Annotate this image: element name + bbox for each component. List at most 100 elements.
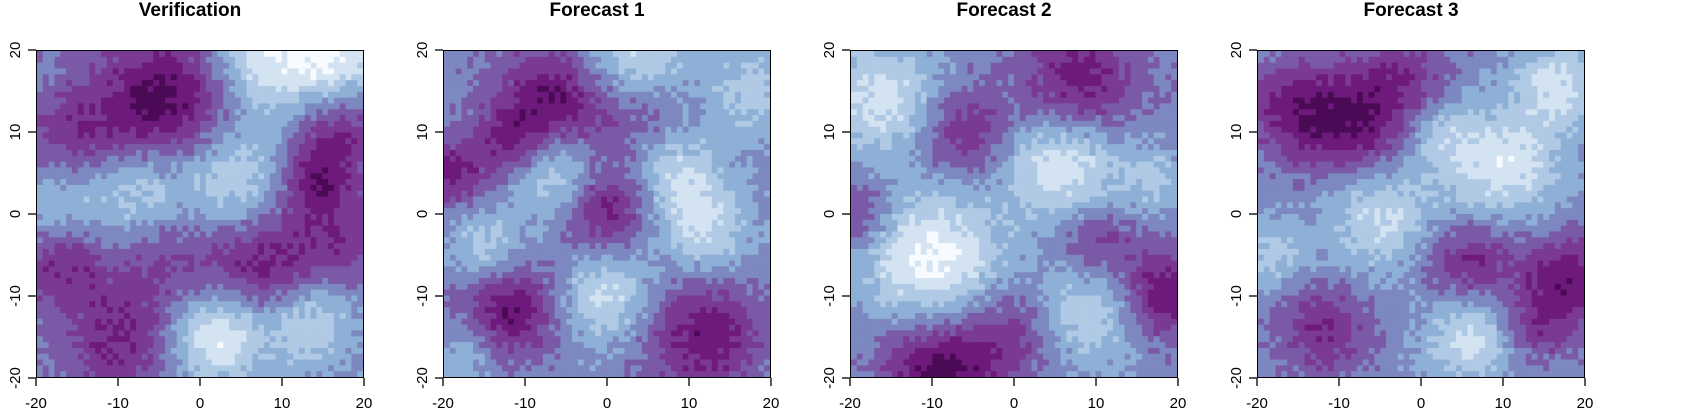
heatmap-cell xyxy=(630,243,637,250)
heatmap-cell xyxy=(200,353,207,361)
heatmap-cell xyxy=(182,347,189,355)
heatmap-cell xyxy=(542,190,550,198)
heatmap-cell xyxy=(200,324,207,332)
heatmap-cell xyxy=(537,353,544,361)
heatmap-cell xyxy=(77,138,85,145)
heatmap-cell xyxy=(572,144,579,151)
heatmap-cell xyxy=(223,231,230,238)
heatmap-cell xyxy=(246,289,253,297)
heatmap-cell xyxy=(328,202,335,209)
heatmap-cell xyxy=(484,74,492,81)
heatmap-cell xyxy=(537,336,544,343)
heatmap-cell xyxy=(531,260,538,267)
heatmap-cell xyxy=(577,359,585,366)
heatmap-cell xyxy=(54,179,61,186)
heatmap-cell xyxy=(601,347,608,355)
heatmap-cell xyxy=(130,51,137,58)
heatmap-cell xyxy=(513,283,521,291)
heatmap-cell xyxy=(525,80,532,87)
heatmap-cell xyxy=(60,214,67,221)
heatmap-cell xyxy=(357,231,363,238)
heatmap-cell xyxy=(473,254,480,262)
heatmap-cell xyxy=(95,109,102,116)
heatmap-cell xyxy=(106,74,114,81)
heatmap-cell xyxy=(229,155,236,163)
heatmap-cell xyxy=(566,365,573,372)
heatmap-cell xyxy=(54,371,61,377)
heatmap-cell xyxy=(357,208,363,215)
heatmap-cell xyxy=(229,179,236,186)
heatmap-cell xyxy=(135,109,143,116)
heatmap-cell xyxy=(194,190,201,198)
heatmap-cell xyxy=(217,109,224,116)
heatmap-cell xyxy=(147,91,155,99)
heatmap-cell xyxy=(577,324,585,332)
heatmap-cell xyxy=(229,278,236,285)
heatmap-cell xyxy=(333,190,341,198)
heatmap-cell xyxy=(240,149,248,157)
heatmap-cell xyxy=(304,97,312,104)
heatmap-cell xyxy=(351,155,358,163)
heatmap-cell xyxy=(135,173,143,180)
heatmap-cell xyxy=(77,347,85,355)
heatmap-cell xyxy=(601,120,608,128)
heatmap-cell xyxy=(293,51,300,58)
heatmap-cell xyxy=(124,132,131,139)
heatmap-cell xyxy=(577,365,585,372)
heatmap-cell xyxy=(264,85,271,93)
heatmap-cell xyxy=(304,231,312,238)
heatmap-cell xyxy=(293,312,300,320)
heatmap-cell xyxy=(101,219,108,227)
heatmap-cell xyxy=(269,278,277,285)
heatmap-cell xyxy=(449,115,457,122)
heatmap-cell xyxy=(525,103,532,110)
heatmap-cell xyxy=(264,318,271,326)
heatmap-cell xyxy=(484,202,492,209)
heatmap-cell xyxy=(461,301,468,308)
heatmap-cell xyxy=(577,109,585,116)
heatmap-cell xyxy=(252,307,259,314)
heatmap-cell xyxy=(275,318,283,326)
heatmap-cell xyxy=(502,115,509,122)
heatmap-cell xyxy=(548,103,556,110)
heatmap-cell xyxy=(612,208,620,215)
heatmap-cell xyxy=(490,330,497,337)
heatmap-cell xyxy=(229,80,236,87)
heatmap-cell xyxy=(304,208,312,215)
heatmap-cell xyxy=(554,272,562,279)
heatmap-cell xyxy=(281,62,288,70)
heatmap-cell xyxy=(217,167,224,174)
heatmap-cell xyxy=(130,155,137,163)
heatmap-cell xyxy=(165,278,172,285)
heatmap-cell xyxy=(112,167,120,174)
heatmap-cell xyxy=(246,243,253,250)
heatmap-cell xyxy=(624,208,631,215)
heatmap-cell xyxy=(275,266,283,273)
heatmap-cell xyxy=(106,371,114,377)
heatmap-cell xyxy=(444,155,451,163)
heatmap-cell xyxy=(258,371,265,377)
heatmap-cell xyxy=(71,132,79,139)
heatmap-cell xyxy=(42,219,50,227)
heatmap-cell xyxy=(66,85,73,93)
heatmap-cell xyxy=(37,359,44,366)
heatmap-cell xyxy=(589,342,596,349)
heatmap-cell xyxy=(333,208,341,215)
heatmap-cell xyxy=(269,144,277,151)
heatmap-cell xyxy=(66,149,73,157)
heatmap-cell xyxy=(537,318,544,326)
heatmap-cell xyxy=(467,85,474,93)
heatmap-cell xyxy=(77,266,85,273)
heatmap-cell xyxy=(48,254,56,262)
heatmap-cell xyxy=(572,214,579,221)
heatmap-cell xyxy=(287,97,294,104)
heatmap-cell xyxy=(484,214,492,221)
heatmap-cell xyxy=(467,365,474,372)
heatmap-cell xyxy=(170,85,178,93)
heatmap-cell xyxy=(130,202,137,209)
heatmap-cell xyxy=(508,353,515,361)
heatmap-cell xyxy=(118,62,125,70)
heatmap-cell xyxy=(496,138,503,145)
heatmap-cell xyxy=(612,120,620,128)
plot-area xyxy=(36,50,364,378)
